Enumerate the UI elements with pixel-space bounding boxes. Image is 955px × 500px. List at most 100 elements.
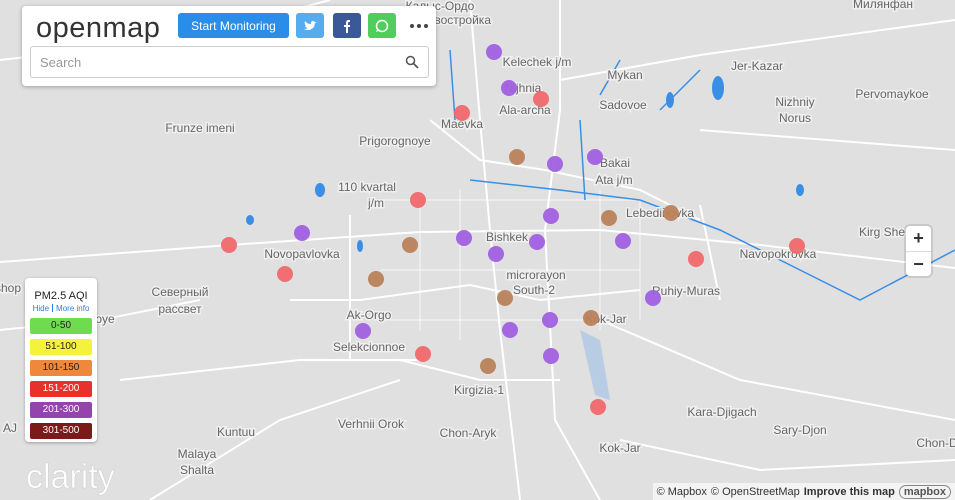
sensor-marker[interactable] <box>645 290 661 306</box>
sensor-marker[interactable] <box>543 348 559 364</box>
sensor-marker[interactable] <box>789 238 805 254</box>
legend-more-info[interactable]: More info <box>56 304 90 313</box>
whatsapp-icon <box>375 19 389 32</box>
legend: PM2.5 AQI Hide More info 0-50 51-100 101-15… <box>25 278 97 442</box>
footer-logo: clarity <box>26 458 115 496</box>
whatsapp-button[interactable] <box>368 13 396 38</box>
legend-item: 151-200 <box>30 381 92 397</box>
search-placeholder: Search <box>40 55 82 70</box>
place-label: Norus <box>779 111 811 125</box>
place-label: Ata j/m <box>595 173 632 187</box>
search-icon[interactable] <box>405 55 419 69</box>
place-label: microrayon <box>506 268 565 282</box>
facebook-button[interactable] <box>333 13 361 38</box>
sensor-marker[interactable] <box>454 105 470 121</box>
zoom-control: + − <box>906 226 931 276</box>
sensor-marker[interactable] <box>480 358 496 374</box>
sensor-marker[interactable] <box>601 210 617 226</box>
sensor-marker[interactable] <box>294 225 310 241</box>
sensor-marker[interactable] <box>688 251 704 267</box>
sensor-marker[interactable] <box>587 149 603 165</box>
place-label: Verhnii Orok <box>338 417 405 431</box>
place-label: j/m <box>367 196 384 210</box>
facebook-icon <box>344 19 350 33</box>
sensor-marker[interactable] <box>456 230 472 246</box>
place-label: Bakai <box>600 156 630 170</box>
place-label: Chon-Aryk <box>440 426 498 440</box>
place-label: Милянфан <box>853 0 913 11</box>
sensor-marker[interactable] <box>402 237 418 253</box>
sensor-marker[interactable] <box>221 237 237 253</box>
legend-item: 101-150 <box>30 360 92 376</box>
sensor-marker[interactable] <box>663 205 679 221</box>
place-label: Navopokrovka <box>740 247 817 261</box>
sensor-marker[interactable] <box>501 80 517 96</box>
legend-hide[interactable]: Hide <box>32 304 50 313</box>
sensor-marker[interactable] <box>497 290 513 306</box>
attribution-osm[interactable]: © OpenStreetMap <box>710 485 800 498</box>
place-label: Новостройка <box>419 13 491 27</box>
place-label: рассвет <box>158 302 202 316</box>
sensor-marker[interactable] <box>277 266 293 282</box>
twitter-icon <box>304 20 317 30</box>
sensor-marker[interactable] <box>529 234 545 250</box>
markers <box>221 44 805 415</box>
lakes <box>246 76 804 252</box>
legend-title: PM2.5 AQI <box>34 290 88 302</box>
place-label: Prigorognoye <box>359 134 431 148</box>
mapbox-logo[interactable]: mapbox <box>898 484 951 499</box>
search-box[interactable]: Search <box>30 46 429 78</box>
sensor-marker[interactable] <box>486 44 502 60</box>
place-label: Shalta <box>180 463 214 477</box>
sensor-marker[interactable] <box>355 323 371 339</box>
sensor-marker[interactable] <box>533 91 549 107</box>
sensor-marker[interactable] <box>547 156 563 172</box>
place-label: Mykan <box>607 68 642 82</box>
place-label: Novopavlovka <box>264 247 340 261</box>
sensor-marker[interactable] <box>509 149 525 165</box>
place-label: Nizhniy <box>775 95 814 109</box>
sensor-marker[interactable] <box>615 233 631 249</box>
place-label: Kirgizia-1 <box>454 383 504 397</box>
attribution-mapbox[interactable]: © Mapbox <box>656 485 707 498</box>
sensor-marker[interactable] <box>410 192 426 208</box>
place-label: Frunze imeni <box>165 121 234 135</box>
place-label: Северный <box>152 285 209 299</box>
twitter-button[interactable] <box>296 13 324 38</box>
more-button[interactable] <box>409 23 429 29</box>
legend-item: 51-100 <box>30 339 92 355</box>
zoom-out[interactable]: − <box>913 254 924 274</box>
sensor-marker[interactable] <box>543 208 559 224</box>
place-label: Selekcionnoe <box>333 340 405 354</box>
improve-map[interactable]: Improve this map <box>803 485 895 498</box>
sensor-marker[interactable] <box>590 399 606 415</box>
header-card: openmap Start Monitoring Search <box>22 6 436 86</box>
sensor-marker[interactable] <box>368 271 384 287</box>
sensor-marker[interactable] <box>542 312 558 328</box>
sensor-marker[interactable] <box>415 346 431 362</box>
place-label: Lebedinovka <box>626 206 694 220</box>
place-label: Kok-Jar <box>599 441 640 455</box>
legend-item: 0-50 <box>30 318 92 334</box>
sensor-marker[interactable] <box>488 246 504 262</box>
place-label: Kelechek j/m <box>503 55 572 69</box>
start-button[interactable]: Start Monitoring <box>178 13 289 38</box>
place-label: Sary-Djon <box>773 423 826 437</box>
place-label: Kirg She <box>859 225 905 239</box>
reservoir <box>580 330 610 400</box>
place-label: Kara-Djigach <box>687 405 756 419</box>
zoom-in[interactable]: + <box>906 226 931 252</box>
sensor-marker[interactable] <box>583 310 599 326</box>
legend-item: 301-500 <box>30 423 92 439</box>
place-label: 110 kvartal <box>338 180 396 194</box>
legend-item: 201-300 <box>30 402 92 418</box>
sensor-marker[interactable] <box>502 322 518 338</box>
logo[interactable]: openmap <box>36 12 161 44</box>
place-label: Jer-Kazar <box>731 59 783 73</box>
place-label: Pervomaykoe <box>855 87 929 101</box>
place-label: Sadovoe <box>599 98 647 112</box>
